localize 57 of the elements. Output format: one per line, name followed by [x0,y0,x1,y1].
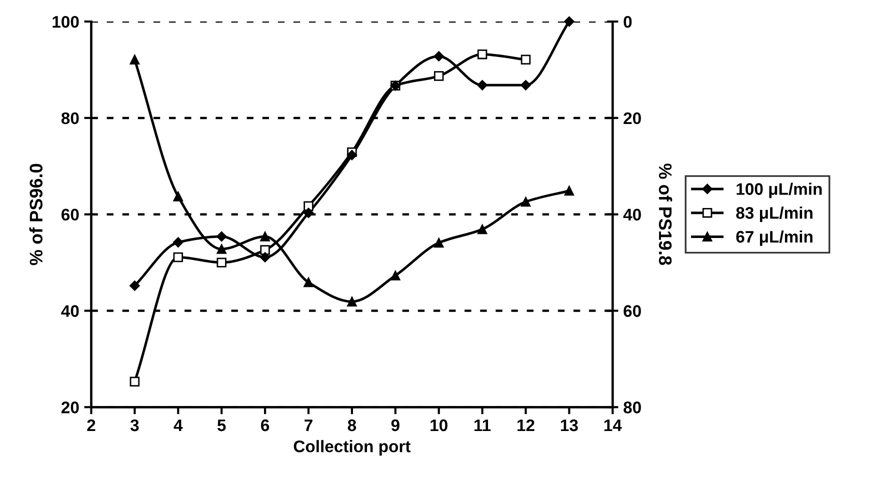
legend-label: 83 μL/min [736,206,812,222]
legend-label: 100 μL/min [736,182,822,198]
point [520,196,531,207]
x-tick-label: 2 [87,419,96,432]
x-tick-label: 11 [474,420,491,432]
point [346,150,358,160]
y2-tick-label: 20 [624,112,641,124]
x-tick-label: 13 [560,419,578,432]
point [434,71,444,81]
point [564,186,574,196]
y2-tick-label: 40 [623,208,641,221]
point [434,238,444,248]
point [130,54,140,64]
point [130,376,140,386]
x-tick-label: 7 [304,420,312,432]
point [130,280,140,291]
point [477,80,488,90]
x-tick-label: 9 [391,419,400,432]
point [434,51,444,62]
point [173,252,184,262]
point [216,244,226,254]
point [520,80,531,90]
point [477,224,488,234]
x-tick-label: 8 [348,419,356,432]
point [477,49,488,60]
y-tick-label: 100 [52,16,79,28]
y-axis-title: % of PS96.0 [29,164,43,266]
point [260,252,270,262]
x-tick-label: 12 [518,419,534,432]
x-tick-label: 10 [430,419,448,432]
x-tick-label: 3 [130,419,139,432]
point [303,208,314,218]
x-tick-label: 4 [174,420,183,432]
x-tick-label: 14 [604,420,622,432]
point [304,277,314,288]
x-axis-title: Collection port [294,440,411,456]
point [173,237,184,248]
point [173,192,184,202]
point [564,16,574,27]
point [347,296,357,306]
point [390,270,400,280]
x-tick-label: 5 [217,420,226,432]
legend-label: 67 μL/min [736,230,812,246]
y-tick-label: 60 [62,208,79,221]
y2-axis-title: % of PS19.8 [658,164,672,265]
y-tick-label: 80 [61,112,79,124]
point [216,258,226,268]
point [260,232,270,242]
y2-tick-label: 80 [624,402,641,414]
x-tick-label: 6 [261,419,270,432]
point [216,231,227,242]
y-tick-label: 20 [61,402,79,414]
y-tick-label: 40 [61,305,79,317]
point [520,54,531,64]
y2-tick-label: 60 [624,305,641,317]
point [260,245,270,255]
y2-tick-label: 0 [624,16,632,28]
